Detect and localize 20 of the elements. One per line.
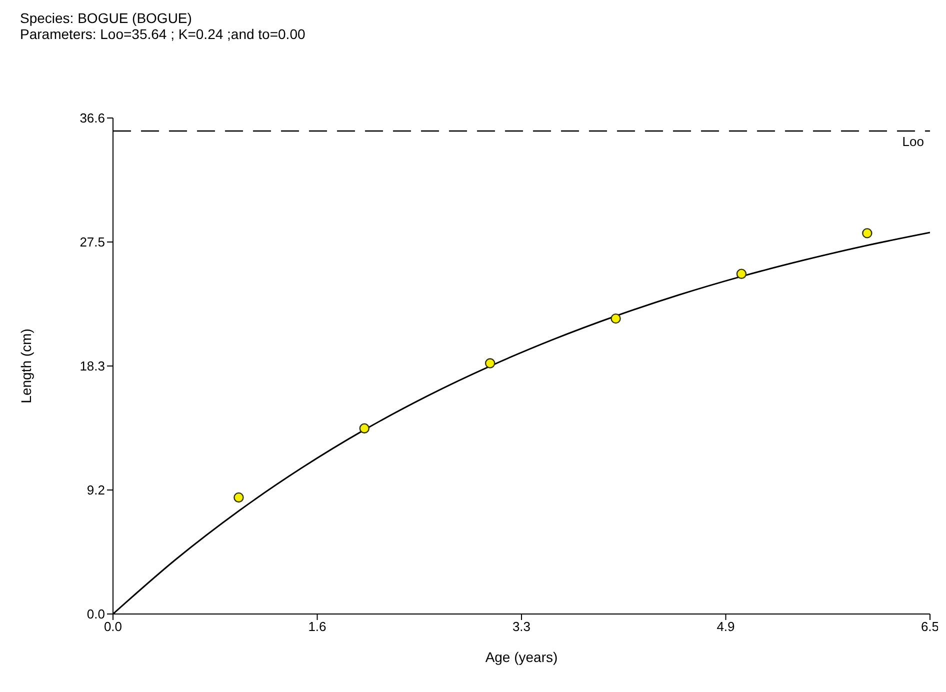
y-tick-label: 36.6 <box>80 110 105 126</box>
point <box>610 313 621 324</box>
x-tick-label: 4.9 <box>716 619 735 634</box>
y-tick-label: 18.3 <box>80 358 105 374</box>
ref-line-label: Loo <box>902 134 924 150</box>
point <box>234 492 244 503</box>
x-tick-label: 0.0 <box>104 619 122 634</box>
x-axis-title: Age (years) <box>485 649 558 665</box>
point <box>359 423 370 434</box>
point <box>862 228 872 238</box>
y-tick-label: 27.5 <box>80 234 105 250</box>
y-axis-title: Length (cm) <box>18 328 34 404</box>
point <box>736 268 747 279</box>
x-tick-label: 3.3 <box>512 619 531 634</box>
x-tick-label: 1.6 <box>308 619 326 634</box>
y-tick-label: 9.2 <box>86 482 105 498</box>
chart-title: Species: BOGUE (BOGUE) <box>20 10 193 26</box>
point <box>484 358 496 368</box>
y-tick-label: 0.0 <box>86 606 105 622</box>
chart-subtitle: Parameters: Loo=35.64 ; K=0.24 ;and to=0.00 <box>20 26 306 42</box>
